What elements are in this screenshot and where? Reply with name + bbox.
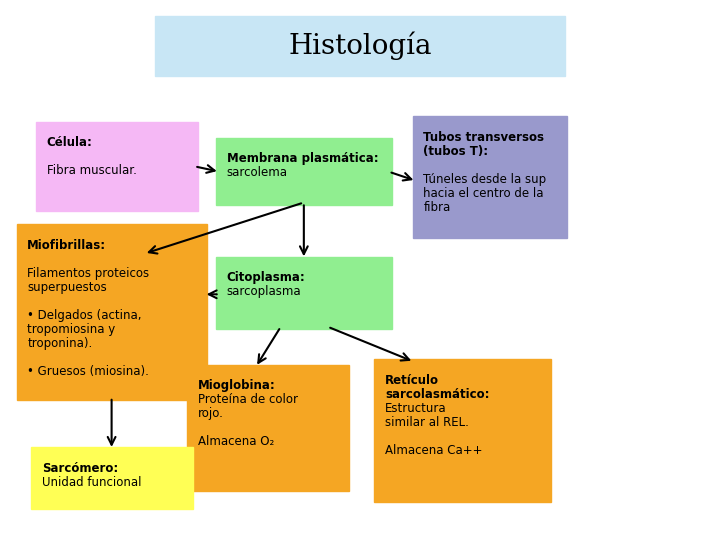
Text: sarcolema: sarcolema [227,166,288,179]
Text: Membrana plasmática:: Membrana plasmática: [227,152,379,165]
FancyBboxPatch shape [216,138,392,205]
Text: Sarcómero:: Sarcómero: [42,462,118,475]
FancyBboxPatch shape [187,364,349,491]
FancyBboxPatch shape [36,122,198,211]
Text: Unidad funcional: Unidad funcional [42,476,141,489]
Text: sarcoplasma: sarcoplasma [227,285,302,298]
Text: Estructura: Estructura [385,402,447,415]
Text: (tubos T):: (tubos T): [423,145,488,158]
Text: superpuestos: superpuestos [27,281,107,294]
Text: Fibra muscular.: Fibra muscular. [47,164,137,177]
Text: fibra: fibra [423,201,451,214]
FancyBboxPatch shape [17,224,207,400]
Text: Mioglobina:: Mioglobina: [198,379,276,392]
Text: Célula:: Célula: [47,136,93,149]
Text: Túneles desde la sup: Túneles desde la sup [423,173,546,186]
Text: troponina).: troponina). [27,337,93,350]
Text: Miofibrillas:: Miofibrillas: [27,239,107,252]
Text: Histología: Histología [288,32,432,60]
Text: • Delgados (actina,: • Delgados (actina, [27,309,142,322]
Text: sarcolasmático:: sarcolasmático: [385,388,490,401]
FancyBboxPatch shape [374,359,551,502]
FancyBboxPatch shape [413,116,567,238]
Text: rojo.: rojo. [198,407,224,420]
Text: tropomiosina y: tropomiosina y [27,323,116,336]
Text: Proteína de color: Proteína de color [198,393,298,406]
Text: Almacena O₂: Almacena O₂ [198,435,274,448]
Text: Almacena Ca++: Almacena Ca++ [385,444,482,457]
Text: Filamentos proteicos: Filamentos proteicos [27,267,150,280]
Text: hacia el centro de la: hacia el centro de la [423,187,544,200]
Text: Citoplasma:: Citoplasma: [227,271,305,284]
Text: • Gruesos (miosina).: • Gruesos (miosina). [27,365,149,378]
FancyBboxPatch shape [216,256,392,329]
FancyBboxPatch shape [155,16,565,76]
FancyBboxPatch shape [31,447,193,509]
Text: similar al REL.: similar al REL. [385,416,469,429]
Text: Retículo: Retículo [385,374,439,387]
Text: Tubos transversos: Tubos transversos [423,131,544,144]
